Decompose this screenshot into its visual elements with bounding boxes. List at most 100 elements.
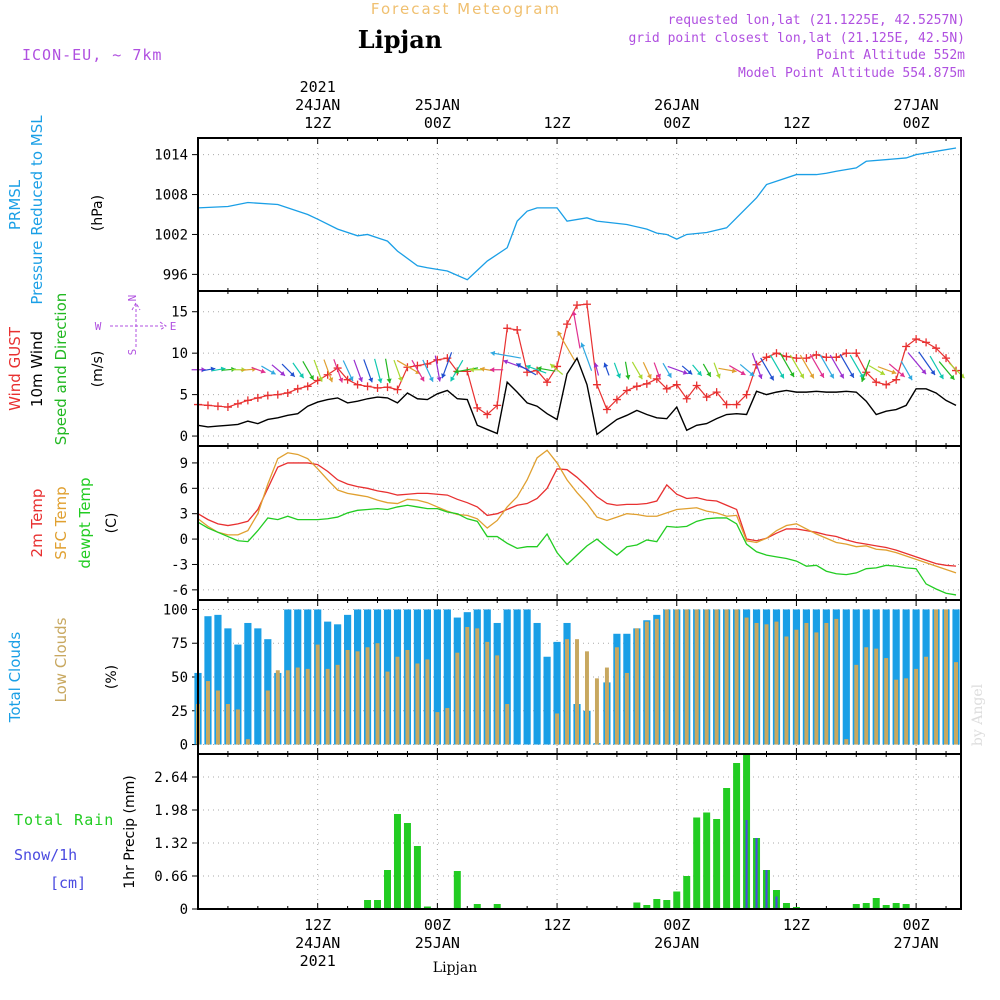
gust-marker <box>892 375 901 384</box>
rain-bar <box>413 846 421 909</box>
wind-direction-arrow <box>572 310 581 349</box>
low-cloud-bar <box>355 651 360 745</box>
wind-direction-arrowhead <box>441 373 447 379</box>
wind-direction-arrowhead <box>454 368 459 374</box>
low-cloud-bar <box>674 609 679 745</box>
wind-direction-arrow <box>769 354 785 379</box>
y-tick-label: 50 <box>171 670 188 686</box>
gust-marker <box>223 403 232 412</box>
time-label-bottom: 26JAN <box>654 934 699 952</box>
gust-marker <box>602 405 611 414</box>
low-cloud-bar <box>375 643 380 745</box>
wind-direction-arrow <box>580 342 593 371</box>
rain-bar <box>733 763 741 909</box>
wind-direction-arrowhead <box>270 369 276 375</box>
rain-bar <box>453 871 461 909</box>
wind-direction-arrowhead <box>829 373 834 379</box>
wind-direction-arrow <box>490 352 521 359</box>
wind-direction-arrow <box>829 354 845 379</box>
wind-direction-arrowhead <box>280 371 285 376</box>
wind-direction-arrow <box>396 359 421 375</box>
wind-direction-arrow <box>760 357 775 381</box>
y-tick-label: 25 <box>171 704 188 720</box>
gust-marker <box>812 350 821 359</box>
panel-frame <box>197 290 962 447</box>
rain-bar <box>633 902 641 909</box>
gust-marker <box>543 378 552 387</box>
wind-direction-arrow <box>918 351 936 376</box>
rain-bar <box>403 823 411 909</box>
time-label-top: 00Z <box>903 114 930 132</box>
low-cloud-bar <box>664 609 669 745</box>
gust-marker <box>503 324 512 333</box>
wind-direction-arrow <box>929 355 944 380</box>
low-cloud-bar <box>944 609 949 745</box>
rain-bar <box>872 898 880 909</box>
total-cloud-bar <box>513 609 521 745</box>
total-cloud-bar <box>553 641 561 745</box>
compass-south: S <box>126 349 139 356</box>
y-tick-label: 1.32 <box>154 836 188 852</box>
total-cloud-bar <box>523 609 531 745</box>
gust-marker <box>213 402 222 411</box>
total-cloud-bar <box>214 614 222 745</box>
gust-marker <box>353 380 362 389</box>
wind-direction-arrow <box>839 353 855 379</box>
info-line-1: requested lon,lat (21.1225E, 42.5257N) <box>668 13 965 28</box>
y-tick-label: 6 <box>180 481 188 497</box>
wind-direction-arrowhead <box>682 369 688 375</box>
gust-marker <box>493 401 502 410</box>
ylabel-total-clouds: Total Clouds <box>6 632 24 724</box>
rain-bar <box>384 870 391 909</box>
low-cloud-bar <box>445 708 450 745</box>
gust-marker <box>243 396 252 405</box>
low-cloud-bar <box>934 609 939 745</box>
ylabel-wind-gust: Wind GUST <box>6 326 24 411</box>
low-cloud-bar <box>425 659 430 745</box>
wind-direction-arrow <box>819 354 835 379</box>
low-cloud-bar <box>924 656 929 745</box>
rain-bar <box>473 904 481 909</box>
wind-direction-arrowhead <box>525 364 531 370</box>
low-cloud-bar <box>215 690 220 745</box>
rain-bar <box>713 819 721 909</box>
low-cloud-bar <box>904 678 909 745</box>
low-cloud-bar <box>285 670 290 745</box>
total-cloud-bar <box>244 622 252 745</box>
gust-marker <box>902 342 911 351</box>
wind-direction-arrowhead <box>593 362 599 368</box>
wind-direction-arrow <box>434 355 441 382</box>
wind-direction-arrow <box>907 352 927 375</box>
wind-direction-arrowhead <box>789 372 795 378</box>
low-cloud-bar <box>555 713 560 745</box>
low-cloud-bar <box>505 704 510 745</box>
snow-bar <box>755 838 758 909</box>
time-label-top: 25JAN <box>415 96 460 114</box>
wind-direction-arrow <box>557 330 576 361</box>
y-tick-label: 1008 <box>154 188 188 204</box>
ylabel-units-clouds: (%) <box>104 665 120 689</box>
low-cloud-bar <box>954 662 958 745</box>
snow-bar <box>775 896 778 909</box>
pressure-line <box>197 147 957 281</box>
y-tick-label: 15 <box>171 305 188 321</box>
wind-direction-arrow <box>751 353 763 380</box>
gust-marker <box>932 344 941 353</box>
wind-direction-arrow <box>799 354 815 379</box>
y-tick-label: -6 <box>171 583 188 599</box>
wind-direction-arrowhead <box>769 375 774 381</box>
wind-direction-arrowhead <box>899 372 905 377</box>
snow-bar <box>745 820 748 909</box>
gust-marker <box>293 384 302 393</box>
gust-marker <box>573 301 582 310</box>
wind-direction-arrowhead <box>921 369 927 375</box>
wind-direction-arrowhead <box>666 372 672 378</box>
gust-marker <box>672 380 681 389</box>
info-line-2: grid point closest lon,lat (21.125E, 42.… <box>628 31 965 46</box>
wind-direction-arrowhead <box>419 376 425 382</box>
ylabel-10m-wind: 10m Wind <box>28 331 46 407</box>
low-cloud-bar <box>894 679 899 745</box>
gust-marker <box>872 378 881 387</box>
time-label-bottom: 12Z <box>544 916 571 934</box>
